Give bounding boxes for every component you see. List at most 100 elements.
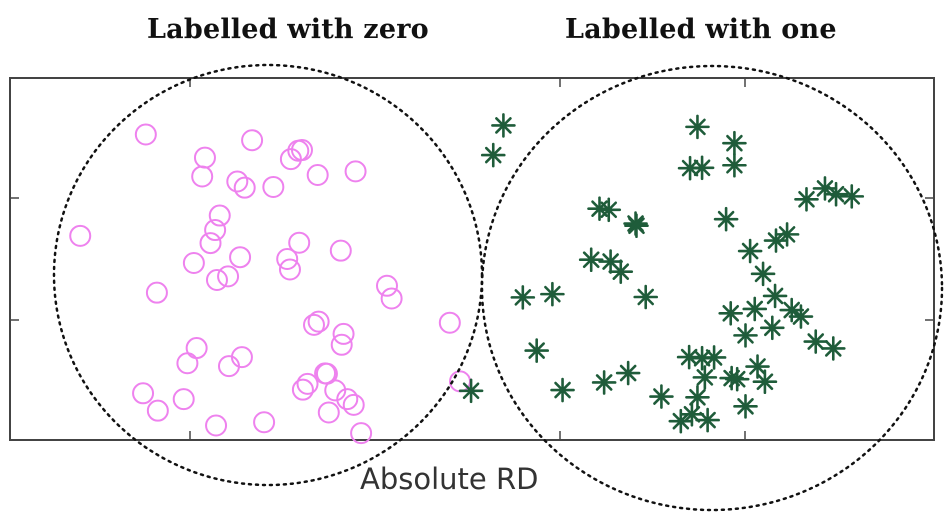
data-point-zero xyxy=(302,313,325,336)
data-point-zero xyxy=(329,239,352,262)
data-point-zero xyxy=(262,175,285,198)
data-point-one xyxy=(788,304,814,329)
data-point-one xyxy=(550,377,575,403)
data-point-zero xyxy=(332,322,355,345)
data-point-zero xyxy=(350,422,373,445)
data-point-zero xyxy=(205,414,228,437)
data-point-one xyxy=(724,366,750,392)
data-point-zero xyxy=(185,337,208,360)
data-point-one xyxy=(794,186,819,212)
data-point-zero xyxy=(134,123,157,146)
x-axis-label: Absolute RD xyxy=(360,462,539,496)
data-point-one xyxy=(722,130,747,156)
data-point-one xyxy=(733,323,758,348)
scatter-marks xyxy=(69,113,865,445)
data-point-one xyxy=(803,329,829,354)
data-point-zero xyxy=(276,248,299,270)
data-point-one xyxy=(578,247,604,273)
data-point-one xyxy=(774,222,800,247)
data-point-zero xyxy=(208,204,231,227)
data-point-one xyxy=(540,281,565,307)
data-point-one xyxy=(491,113,516,138)
data-point-zero xyxy=(344,160,367,183)
data-point-one xyxy=(823,181,849,207)
data-point-zero xyxy=(199,232,222,255)
data-point-one xyxy=(685,384,710,410)
data-point-zero xyxy=(69,224,92,247)
data-point-one xyxy=(633,284,659,310)
data-point-one xyxy=(722,152,747,178)
data-point-zero xyxy=(314,362,337,385)
data-point-one xyxy=(718,300,744,326)
data-point-zero xyxy=(204,219,227,242)
data-point-one xyxy=(524,338,549,363)
data-point-one xyxy=(812,176,838,201)
data-point-zero xyxy=(132,382,155,405)
data-point-zero xyxy=(317,401,340,424)
data-point-zero xyxy=(205,268,228,291)
data-point-zero xyxy=(307,310,330,333)
data-point-one xyxy=(480,142,506,168)
data-point-zero xyxy=(306,164,329,187)
data-point-zero xyxy=(146,399,169,422)
data-point-zero xyxy=(193,146,216,169)
data-point-one xyxy=(689,345,715,371)
data-point-one xyxy=(615,360,641,386)
data-point-one xyxy=(839,184,865,209)
data-point-zero xyxy=(145,281,168,304)
data-point-one xyxy=(649,384,674,409)
data-point-one xyxy=(623,211,648,236)
boundary-circle-zero xyxy=(52,63,484,487)
data-point-zero xyxy=(253,411,276,434)
data-point-one xyxy=(458,378,484,404)
data-point-one xyxy=(685,114,710,140)
data-point-zero xyxy=(230,346,253,369)
data-point-one xyxy=(750,261,776,287)
data-point-zero xyxy=(217,265,240,288)
data-point-one xyxy=(762,283,788,309)
data-point-zero xyxy=(182,251,205,274)
data-point-one xyxy=(733,394,758,419)
data-point-zero xyxy=(438,311,461,334)
data-point-one xyxy=(713,206,739,232)
data-point-zero xyxy=(296,372,319,395)
data-point-zero xyxy=(375,274,398,297)
data-point-one xyxy=(591,370,617,395)
data-point-zero xyxy=(172,388,195,411)
group-title-zero: Labelled with zero xyxy=(147,14,429,45)
data-point-one xyxy=(608,259,634,284)
data-point-one xyxy=(745,354,770,379)
data-point-zero xyxy=(191,165,214,188)
data-point-zero xyxy=(278,258,301,281)
data-point-zero xyxy=(290,139,313,162)
data-point-one xyxy=(668,408,694,434)
data-point-one xyxy=(692,365,718,390)
data-point-zero xyxy=(233,176,256,199)
data-point-one xyxy=(695,407,720,433)
data-point-one xyxy=(737,238,763,264)
data-point-one xyxy=(679,401,705,427)
data-point-one xyxy=(742,296,768,322)
data-point-zero xyxy=(342,393,365,416)
data-point-one xyxy=(676,344,702,370)
data-point-one xyxy=(763,228,789,253)
data-point-one xyxy=(596,197,622,223)
data-point-zero xyxy=(330,333,353,356)
data-point-zero xyxy=(226,170,249,193)
data-point-zero xyxy=(324,379,347,402)
data-point-zero xyxy=(291,378,314,401)
data-point-zero xyxy=(176,352,199,375)
data-point-zero xyxy=(336,388,359,411)
data-point-zero xyxy=(288,231,311,254)
group-title-one: Labelled with one xyxy=(565,14,837,45)
plot-frame xyxy=(9,77,935,441)
data-point-zero xyxy=(380,287,403,310)
boundary-circle-one xyxy=(480,64,944,512)
data-point-one xyxy=(510,285,536,310)
data-point-zero xyxy=(229,246,252,269)
data-point-one xyxy=(820,336,846,361)
data-point-one xyxy=(677,155,703,181)
data-point-one xyxy=(759,315,785,341)
